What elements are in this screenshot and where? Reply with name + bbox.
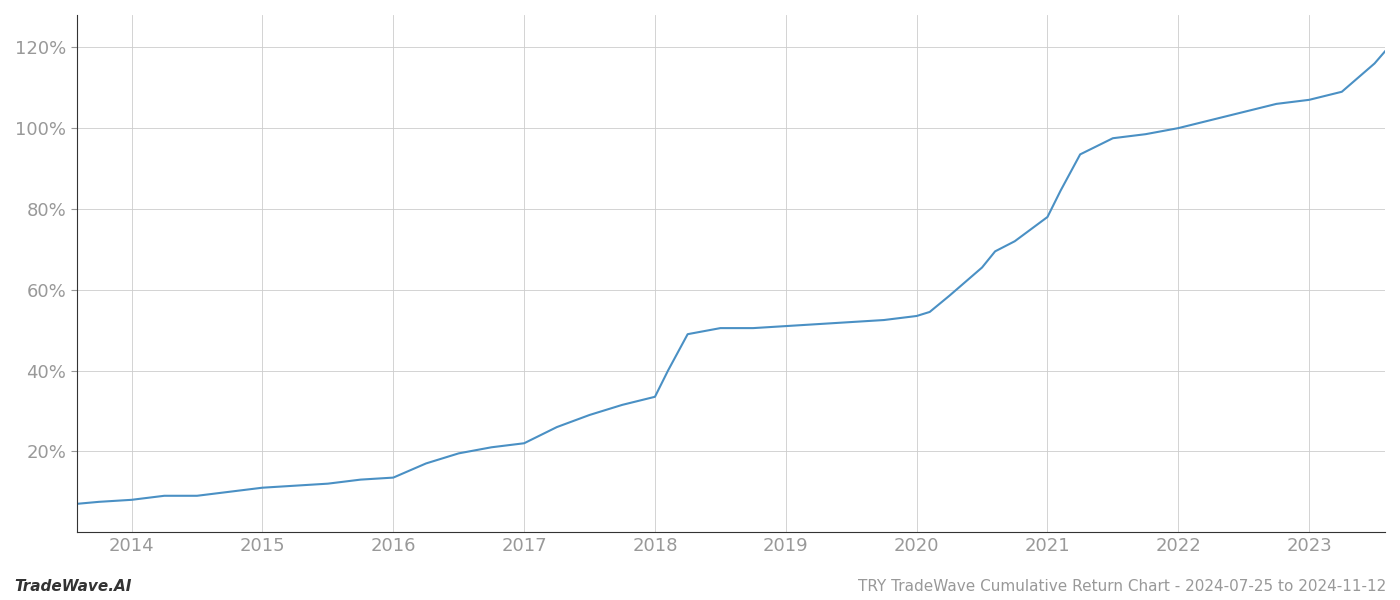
Text: TradeWave.AI: TradeWave.AI xyxy=(14,579,132,594)
Text: TRY TradeWave Cumulative Return Chart - 2024-07-25 to 2024-11-12: TRY TradeWave Cumulative Return Chart - … xyxy=(858,579,1386,594)
